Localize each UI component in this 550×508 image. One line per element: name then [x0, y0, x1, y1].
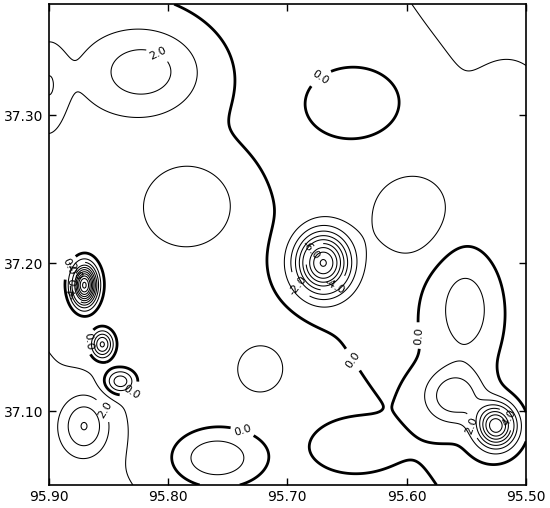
Text: -2.0: -2.0	[63, 259, 84, 282]
Text: 2.0: 2.0	[464, 416, 480, 436]
Text: 0.0: 0.0	[233, 423, 252, 438]
Text: -4.0: -4.0	[323, 277, 346, 296]
Text: 0.0: 0.0	[121, 383, 141, 401]
Text: 4.0: 4.0	[500, 407, 518, 428]
Text: 2.0: 2.0	[96, 399, 114, 420]
Text: -6.0: -6.0	[300, 239, 322, 262]
Text: 0.0: 0.0	[60, 257, 77, 277]
Text: 0.0: 0.0	[413, 327, 425, 344]
Text: 0.0: 0.0	[82, 332, 94, 351]
Text: 2.0: 2.0	[148, 45, 168, 62]
Text: 0.0: 0.0	[310, 68, 331, 86]
Text: -2.0: -2.0	[288, 274, 309, 298]
Text: -4.0: -4.0	[67, 277, 80, 300]
Text: 0.0: 0.0	[344, 350, 362, 370]
